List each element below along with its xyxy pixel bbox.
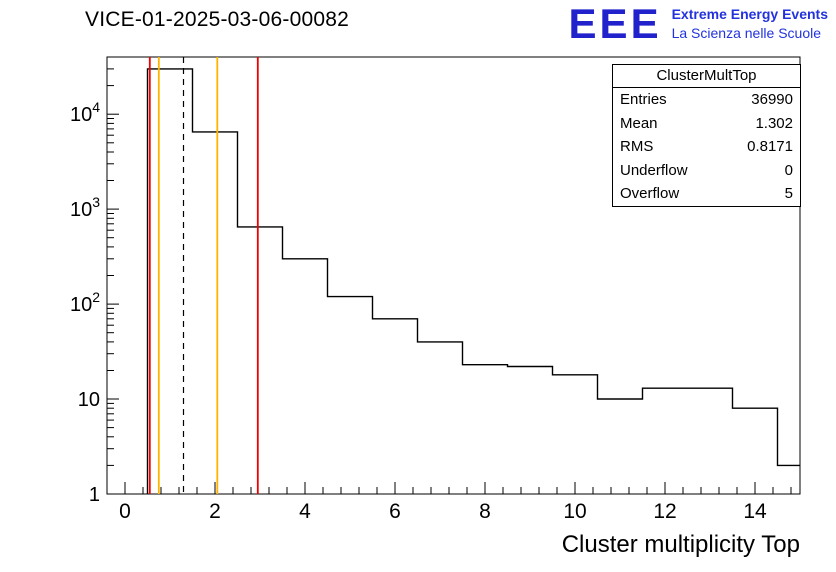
- histogram-line: [146, 68, 800, 494]
- stat-label: Underflow: [620, 161, 688, 179]
- stat-label: RMS: [620, 138, 654, 155]
- stats-box: ClusterMultTop Entries 36990 Mean 1.302 …: [612, 64, 801, 207]
- stat-value: 36990: [751, 91, 793, 108]
- y-tick-label: 102: [70, 289, 100, 316]
- y-tick-label: 103: [70, 194, 100, 221]
- stats-row-entries: Entries 36990: [613, 88, 800, 112]
- logo-caption-line-2: La Scienza nelle Scuole: [671, 25, 822, 41]
- stat-label: Mean: [620, 114, 658, 132]
- logo-caption-line-1: Extreme Energy Events: [671, 6, 828, 22]
- stats-row-mean: Mean 1.302: [613, 112, 800, 136]
- y-tick-label: 1: [89, 484, 100, 506]
- eee-logo-text: EEE: [568, 0, 662, 47]
- stat-label: Overflow: [620, 185, 680, 202]
- y-axis: 1 10 102 103 104: [70, 68, 119, 506]
- stat-value: 0.8171: [747, 138, 793, 155]
- x-axis: 0 2 4 6 8 10 12 14: [106, 482, 792, 523]
- x-tick-label: 10: [563, 500, 586, 523]
- reference-lines: [148, 57, 259, 494]
- stat-label: Entries: [620, 91, 667, 108]
- stat-value: 0: [784, 161, 793, 179]
- x-tick-label: 14: [743, 500, 767, 523]
- x-tick-label: 12: [653, 500, 676, 523]
- y-tick-label: 10: [78, 389, 100, 411]
- eee-logo: EEE Extreme Energy Events La Scienza nel…: [568, 0, 828, 47]
- stat-value: 1.302: [755, 114, 793, 132]
- histogram: [146, 68, 800, 494]
- stat-value: 5: [784, 185, 793, 202]
- x-tick-label: 0: [119, 500, 131, 523]
- x-tick-label: 8: [479, 500, 491, 523]
- stats-row-rms: RMS 0.8171: [613, 135, 800, 159]
- x-tick-label: 6: [389, 500, 401, 523]
- stats-row-overflow: Overflow 5: [613, 182, 800, 206]
- stats-row-underflow: Underflow 0: [613, 159, 800, 183]
- y-tick-label: 104: [70, 99, 100, 126]
- x-axis-title: Cluster multiplicity Top: [561, 531, 800, 558]
- eee-logo-captions: Extreme Energy Events La Scienza nelle S…: [672, 5, 828, 43]
- x-tick-label: 4: [299, 500, 311, 523]
- stats-box-title: ClusterMultTop: [613, 65, 800, 88]
- plot-title: VICE-01-2025-03-06-00082: [85, 8, 349, 31]
- x-tick-label: 2: [209, 500, 221, 523]
